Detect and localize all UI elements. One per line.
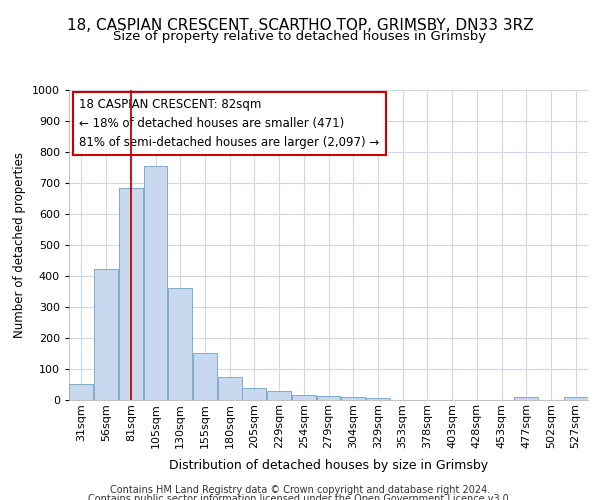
Bar [563, 397, 587, 400]
Text: Size of property relative to detached houses in Grimsby: Size of property relative to detached ho… [113, 30, 487, 43]
Text: 18, CASPIAN CRESCENT, SCARTHO TOP, GRIMSBY, DN33 3RZ: 18, CASPIAN CRESCENT, SCARTHO TOP, GRIMS… [67, 18, 533, 32]
Bar [193, 353, 217, 400]
Y-axis label: Number of detached properties: Number of detached properties [13, 152, 26, 338]
Bar [218, 377, 242, 400]
Text: 18 CASPIAN CRESCENT: 82sqm
← 18% of detached houses are smaller (471)
81% of sem: 18 CASPIAN CRESCENT: 82sqm ← 18% of deta… [79, 98, 380, 148]
Bar [119, 188, 143, 400]
Bar [292, 395, 316, 400]
Bar [514, 397, 538, 400]
Bar [242, 388, 266, 400]
Text: Contains public sector information licensed under the Open Government Licence v3: Contains public sector information licen… [88, 494, 512, 500]
Bar [70, 384, 94, 400]
Bar [267, 392, 291, 400]
Bar [168, 288, 192, 400]
X-axis label: Distribution of detached houses by size in Grimsby: Distribution of detached houses by size … [169, 459, 488, 472]
Bar [317, 396, 340, 400]
Bar [94, 269, 118, 400]
Bar [143, 166, 167, 400]
Text: Contains HM Land Registry data © Crown copyright and database right 2024.: Contains HM Land Registry data © Crown c… [110, 485, 490, 495]
Bar [341, 397, 365, 400]
Bar [366, 398, 390, 400]
